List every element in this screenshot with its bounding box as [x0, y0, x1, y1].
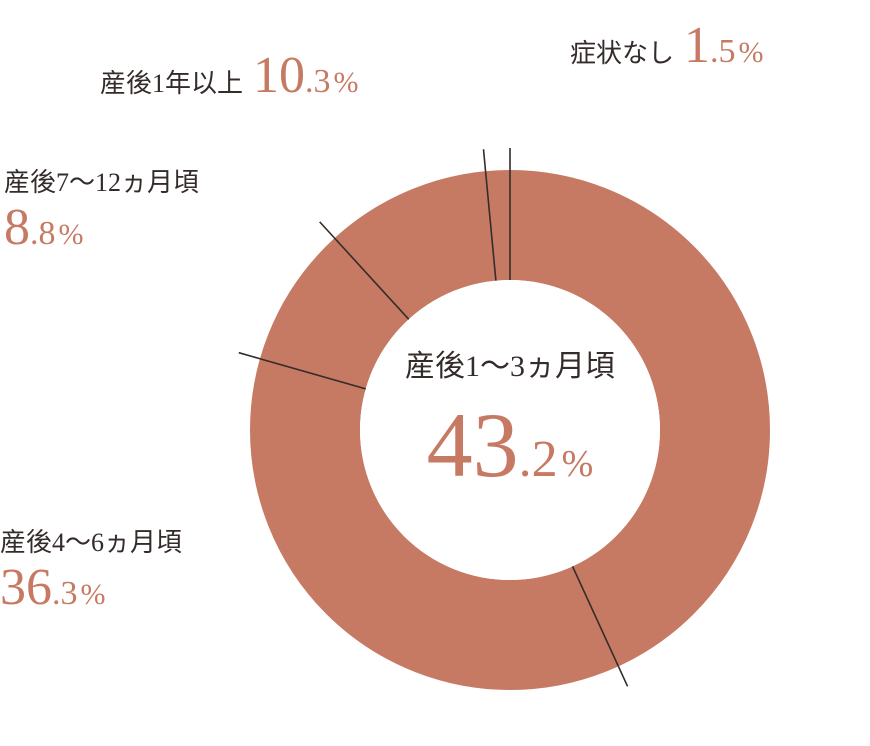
slice-value-dec: .8: [30, 215, 56, 252]
slice-label-s3: 産後7〜12ヵ月頃8.8%: [4, 170, 199, 254]
center-label: 産後1〜3ヵ月頃 43.2%: [360, 350, 660, 498]
slice-label-text: 産後4〜6ヵ月頃: [0, 528, 182, 557]
slice-value-int: 8: [4, 199, 30, 256]
slice-label-s4: 産後1年以上 10.3%: [100, 50, 359, 102]
slice-value-int: 36: [0, 559, 52, 616]
chart-stage: 産後1〜3ヵ月頃 43.2% 症状なし1.5%産後1年以上10.3%産後7〜12…: [0, 0, 870, 746]
slice-value-dec: .3: [52, 575, 78, 612]
center-title: 産後1〜3ヵ月頃: [360, 350, 660, 385]
slice-value-int: 10: [253, 47, 305, 104]
slice-value-pct: %: [59, 218, 84, 251]
slice-leader: [239, 353, 260, 359]
slice-label-text: 産後1年以上: [100, 69, 243, 98]
slice-value-pct: %: [334, 66, 359, 99]
slice-label-s2: 産後4〜6ヵ月頃36.3%: [0, 530, 182, 614]
center-value: 43.2%: [360, 393, 660, 499]
slice-leader: [483, 149, 485, 171]
slice-label-s5: 症状なし 1.5%: [570, 20, 764, 72]
slice-value-dec: .5: [710, 33, 736, 70]
slice-value-dec: .3: [305, 63, 331, 100]
slice-value-pct: %: [739, 36, 764, 69]
slice-value-pct: %: [81, 578, 106, 611]
slice-leader: [618, 666, 627, 686]
slice-label-text: 症状なし: [570, 39, 674, 68]
slice-value-int: 1: [684, 17, 710, 74]
slice-leader: [320, 222, 335, 238]
slice-label-text: 産後7〜12ヵ月頃: [4, 168, 199, 197]
